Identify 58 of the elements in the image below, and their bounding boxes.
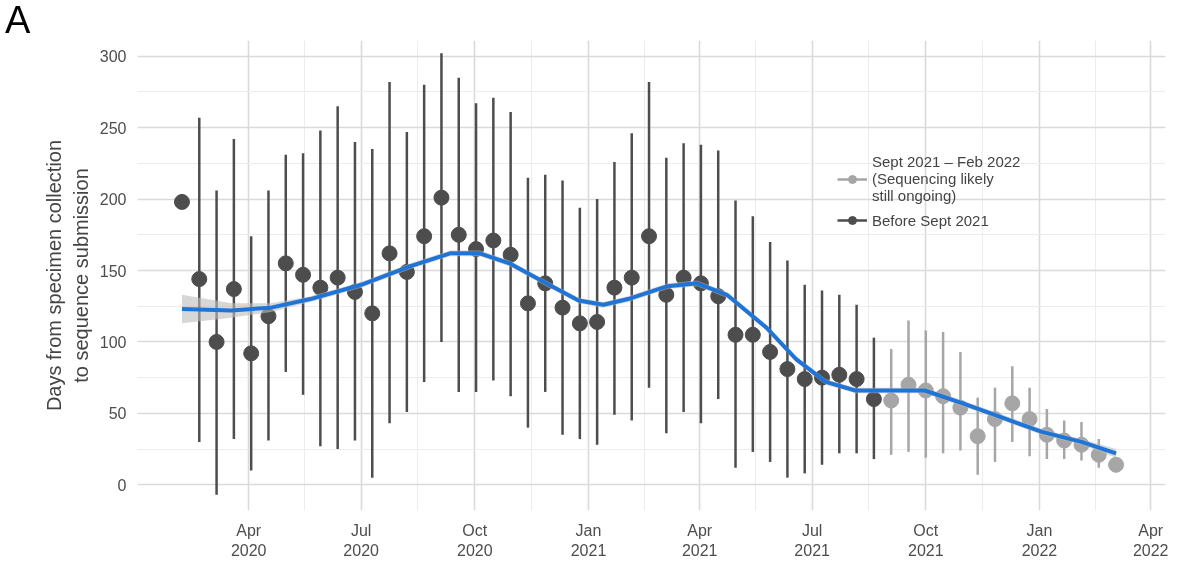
- point: [727, 326, 744, 343]
- point: [260, 308, 277, 325]
- point: [554, 299, 571, 316]
- point: [969, 428, 986, 445]
- x-tick-label: Jan 2021: [570, 521, 607, 559]
- point: [329, 269, 346, 286]
- point: [658, 286, 675, 303]
- x-tick-label: Apr 2021: [681, 521, 718, 559]
- y-tick-label: 0: [117, 476, 127, 494]
- point: [744, 326, 761, 343]
- point: [243, 345, 260, 362]
- point: [641, 228, 658, 245]
- x-tick-label: Oct 2021: [908, 521, 944, 559]
- point: [225, 281, 242, 298]
- point: [502, 246, 519, 263]
- point: [589, 313, 606, 330]
- y-axis-title: Days from specimen collection to sequence submission: [43, 139, 92, 412]
- x-tick-label: Jan 2022: [1021, 521, 1058, 559]
- point: [848, 371, 865, 388]
- point: [1021, 411, 1038, 428]
- point: [623, 269, 640, 286]
- point: [364, 305, 381, 322]
- x-tick-label: Apr 2020: [230, 521, 267, 559]
- point: [173, 193, 190, 210]
- point: [312, 279, 329, 296]
- point: [208, 333, 225, 350]
- x-tick-label: Jul 2021: [794, 521, 831, 559]
- point: [295, 266, 312, 283]
- point: [883, 392, 900, 409]
- point: [1004, 395, 1021, 412]
- point: [865, 391, 882, 408]
- point: [762, 343, 779, 360]
- y-tick-label: 50: [108, 405, 127, 423]
- x-tick-label: Apr 2022: [1132, 521, 1169, 559]
- point: [519, 295, 536, 312]
- point: [796, 371, 813, 388]
- text: A: [5, 0, 31, 41]
- legend-label: Sept 2021 – Feb 2022 (Sequencing likely still ongoing): [872, 153, 1021, 204]
- legend-label: Before Sept 2021: [872, 211, 989, 229]
- point: [606, 279, 623, 296]
- x-tick-label: Jul 2020: [343, 521, 380, 559]
- point: [191, 271, 208, 288]
- y-tick-label: 150: [99, 262, 127, 280]
- x-tick-label: Oct 2020: [457, 521, 493, 559]
- point: [485, 232, 502, 249]
- point: [381, 245, 398, 262]
- y-tick-label: 250: [99, 119, 127, 137]
- point: [277, 255, 294, 272]
- point: [779, 361, 796, 378]
- point: [571, 315, 588, 332]
- point: [1108, 456, 1125, 473]
- point: [416, 228, 433, 245]
- y-tick-label: 300: [99, 48, 127, 66]
- point: [450, 226, 467, 243]
- y-tick-label: 200: [99, 191, 127, 209]
- y-tick-label: 100: [99, 333, 127, 351]
- point: [831, 366, 848, 383]
- point: [433, 189, 450, 206]
